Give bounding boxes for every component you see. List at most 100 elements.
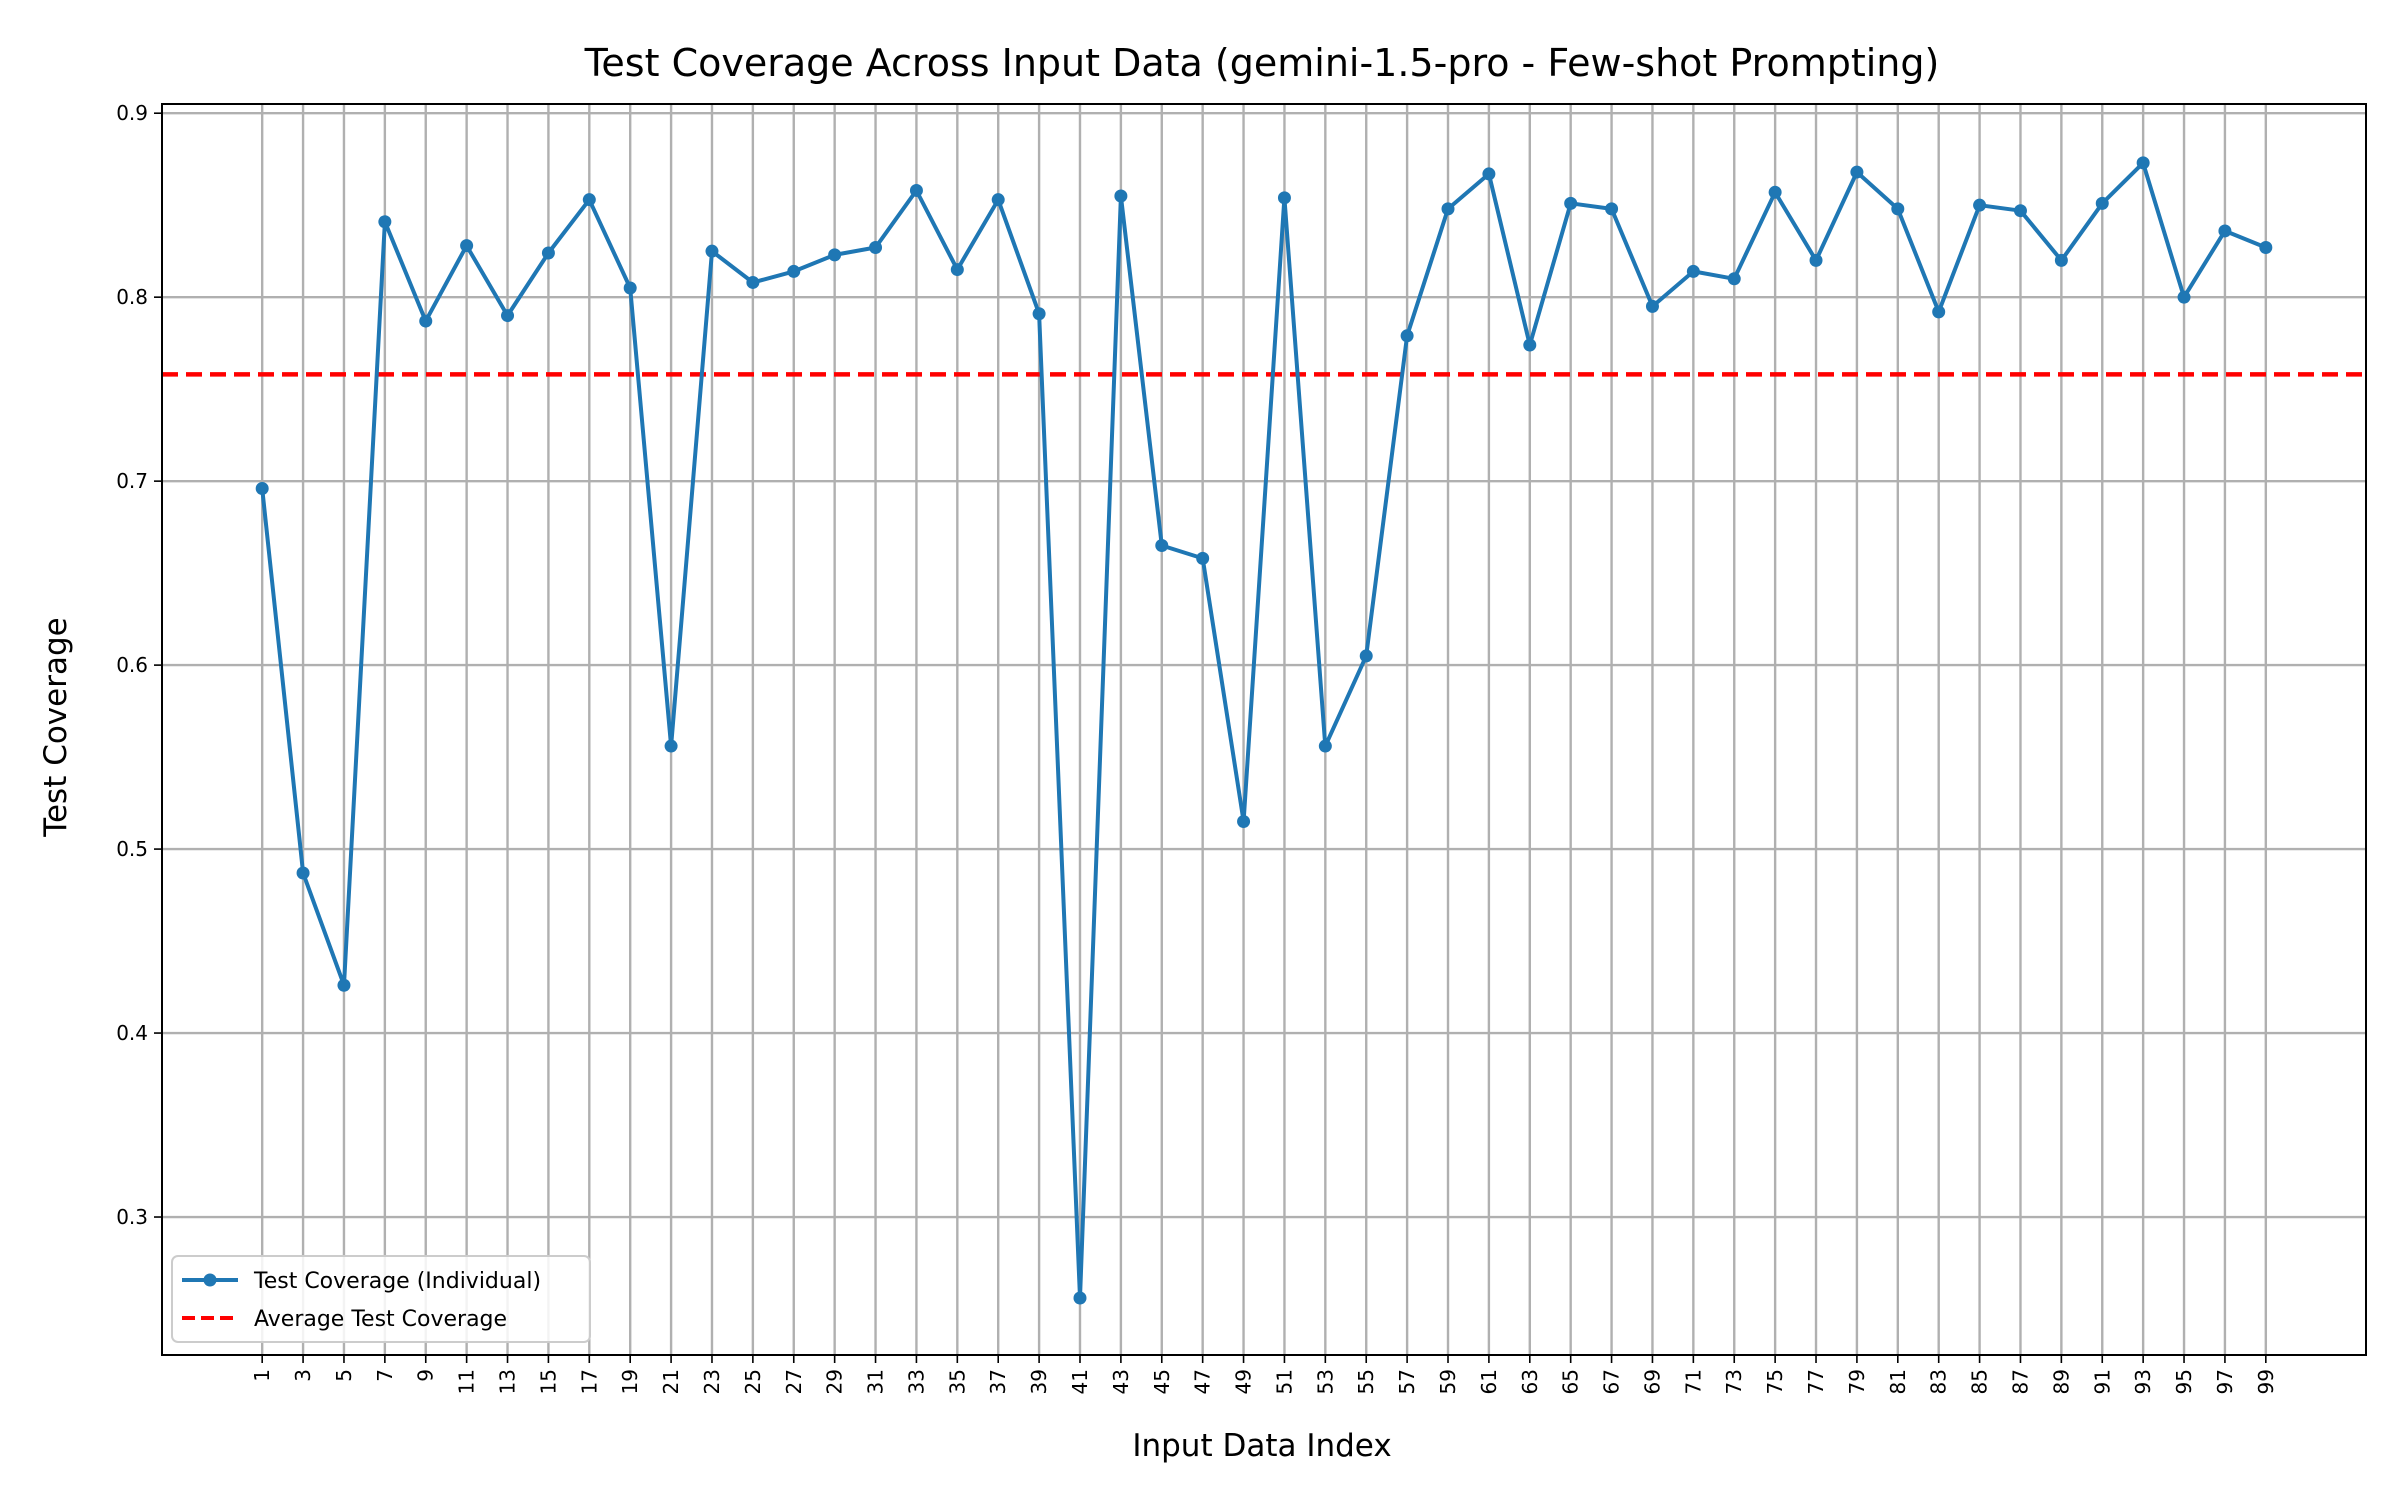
x-tick-label: 61: [1477, 1369, 1501, 1394]
data-point: [746, 275, 760, 289]
data-point: [2095, 196, 2109, 210]
data-point: [1645, 299, 1659, 313]
data-point: [378, 215, 392, 229]
x-tick-label: 45: [1150, 1369, 1174, 1394]
x-tick-label: 75: [1763, 1369, 1787, 1394]
x-tick-label: 17: [577, 1369, 601, 1394]
x-tick-label: 95: [2172, 1369, 2196, 1394]
y-tick-label: 0.7: [116, 469, 148, 493]
data-point: [828, 248, 842, 262]
data-point: [869, 240, 883, 254]
data-point: [1114, 189, 1128, 203]
x-tick-label: 97: [2213, 1369, 2237, 1394]
y-tick-label: 0.5: [116, 837, 148, 861]
x-tick-label: 83: [1927, 1369, 1951, 1394]
x-tick-label: 15: [536, 1369, 560, 1394]
data-point: [1564, 196, 1578, 210]
x-tick-label: 37: [986, 1369, 1010, 1394]
data-point: [582, 193, 596, 207]
x-tick-label: 77: [1804, 1369, 1828, 1394]
x-tick-label: 21: [659, 1369, 683, 1394]
data-point: [787, 264, 801, 278]
data-point: [1932, 305, 1946, 319]
x-tick-label: 5: [332, 1369, 356, 1382]
axis-ticks: 1 3 5 7 9 11 13 15 17 19 21 23 25 27 29 31 33 35 37 39 41 43 4…: [116, 101, 2278, 1394]
x-tick-label: 41: [1068, 1369, 1092, 1394]
data-point: [1032, 307, 1046, 321]
data-point: [909, 183, 923, 197]
x-axis-label: Input Data Index: [1132, 1428, 1391, 1464]
legend-label-average: Average Test Coverage: [254, 1307, 507, 1332]
x-tick-label: 57: [1395, 1369, 1419, 1394]
data-point: [1196, 551, 1210, 565]
x-tick-label: 49: [1232, 1369, 1256, 1394]
series-layer: [255, 156, 2273, 1305]
x-tick-label: 91: [2090, 1369, 2114, 1394]
x-tick-label: 29: [823, 1369, 847, 1394]
data-point: [950, 263, 964, 277]
data-point: [337, 978, 351, 992]
y-tick-label: 0.3: [116, 1205, 148, 1229]
data-point: [991, 193, 1005, 207]
x-tick-label: 9: [414, 1369, 438, 1382]
x-tick-label: 19: [618, 1369, 642, 1394]
x-tick-label: 39: [1027, 1369, 1051, 1394]
data-point: [541, 246, 555, 260]
x-tick-label: 35: [945, 1369, 969, 1394]
x-tick-label: 79: [1845, 1369, 1869, 1394]
data-point: [2218, 224, 2232, 238]
data-point: [2136, 156, 2150, 170]
data-point: [1482, 167, 1496, 181]
plot-frame: [161, 103, 2367, 1356]
x-tick-label: 3: [291, 1369, 315, 1382]
y-tick-label: 0.4: [116, 1021, 148, 1045]
x-tick-label: 87: [2008, 1369, 2032, 1394]
data-point: [1605, 202, 1619, 216]
data-point: [1809, 253, 1823, 267]
x-tick-label: 89: [2049, 1369, 2073, 1394]
data-point: [419, 314, 433, 328]
data-point: [1523, 338, 1537, 352]
y-axis-label: Test Coverage: [38, 617, 74, 837]
y-tick-label: 0.8: [116, 285, 148, 309]
x-tick-label: 43: [1109, 1369, 1133, 1394]
data-point: [296, 866, 310, 880]
data-point: [1727, 272, 1741, 286]
x-tick-label: 63: [1518, 1369, 1542, 1394]
data-point: [2259, 240, 2273, 254]
x-tick-label: 73: [1722, 1369, 1746, 1394]
data-point: [1359, 649, 1373, 663]
data-point: [501, 309, 515, 323]
x-tick-label: 53: [1313, 1369, 1337, 1394]
x-tick-label: 71: [1681, 1369, 1705, 1394]
x-tick-label: 59: [1436, 1369, 1460, 1394]
data-point: [1768, 185, 1782, 199]
data-point: [1686, 264, 1700, 278]
grid-lines: [162, 104, 2366, 1355]
data-point: [623, 281, 637, 295]
x-tick-label: 7: [373, 1369, 397, 1382]
x-tick-label: 25: [741, 1369, 765, 1394]
data-point: [2013, 204, 2027, 218]
x-tick-label: 55: [1354, 1369, 1378, 1394]
legend: Test Coverage (Individual) Average Test …: [171, 1255, 591, 1343]
series-line: [260, 160, 2267, 1300]
data-point: [2177, 290, 2191, 304]
data-point: [1318, 739, 1332, 753]
data-point: [1850, 165, 1864, 179]
legend-label-individual: Test Coverage (Individual): [253, 1269, 541, 1294]
x-tick-label: 1: [250, 1369, 274, 1382]
chart-title: Test Coverage Across Input Data (gemini-…: [584, 41, 1940, 85]
x-tick-label: 67: [1600, 1369, 1624, 1394]
data-point: [664, 739, 678, 753]
y-tick-label: 0.6: [116, 653, 148, 677]
x-tick-label: 23: [700, 1369, 724, 1394]
x-tick-label: 13: [496, 1369, 520, 1394]
x-tick-label: 11: [455, 1369, 479, 1394]
x-tick-label: 27: [782, 1369, 806, 1394]
x-tick-label: 47: [1191, 1369, 1215, 1394]
x-tick-label: 85: [1968, 1369, 1992, 1394]
x-tick-label: 99: [2254, 1369, 2278, 1394]
